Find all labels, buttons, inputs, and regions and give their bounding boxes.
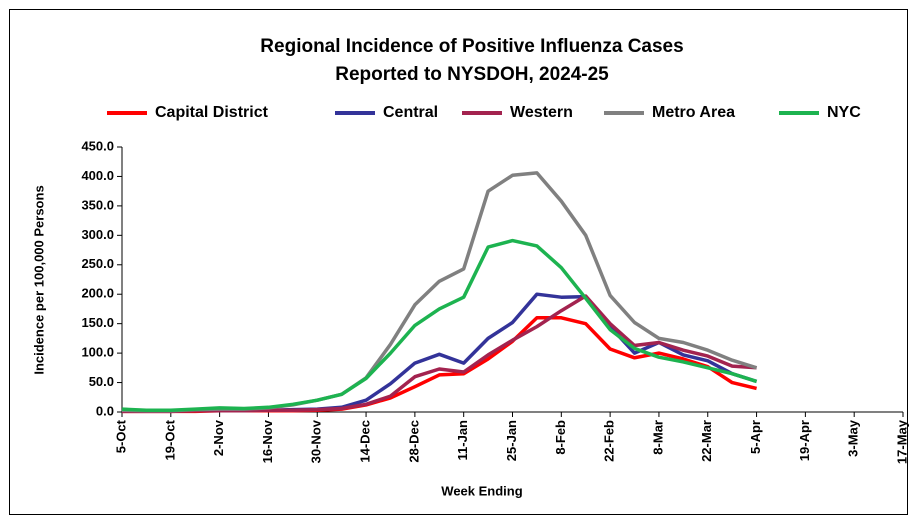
x-tick-label: 5-Oct <box>113 419 128 453</box>
y-tick-label: 100.0 <box>81 345 114 360</box>
legend-label: Capital District <box>155 104 269 121</box>
x-tick-label: 8-Feb <box>553 420 568 455</box>
y-tick-label: 300.0 <box>81 227 114 242</box>
x-tick-label: 19-Oct <box>162 419 177 460</box>
chart-frame <box>9 9 908 515</box>
legend-label: Western <box>510 104 573 121</box>
y-tick-label: 250.0 <box>81 256 114 271</box>
x-tick-label: 16-Nov <box>260 419 275 463</box>
y-tick-label: 0.0 <box>96 403 114 418</box>
legend-label: Metro Area <box>652 104 735 121</box>
chart-title: Reported to NYSDOH, 2024-25 <box>335 64 609 85</box>
x-tick-label: 17-May <box>894 419 909 464</box>
y-tick-label: 150.0 <box>81 315 114 330</box>
y-axis-label: Incidence per 100,000 Persons <box>31 185 46 374</box>
x-tick-label: 5-Apr <box>748 420 763 454</box>
y-tick-label: 50.0 <box>89 374 114 389</box>
x-tick-label: 8-Mar <box>650 420 665 455</box>
x-tick-label: 22-Feb <box>602 420 617 462</box>
x-tick-label: 3-May <box>846 419 861 457</box>
chart-title: Regional Incidence of Positive Influenza… <box>260 36 683 57</box>
x-tick-label: 25-Jan <box>504 420 519 461</box>
x-axis-label: Week Ending <box>441 483 522 498</box>
x-tick-label: 28-Dec <box>406 420 421 463</box>
y-tick-label: 450.0 <box>81 138 114 153</box>
x-tick-label: 19-Apr <box>797 420 812 461</box>
x-tick-label: 30-Nov <box>309 419 324 463</box>
series-line <box>121 238 758 412</box>
x-tick-label: 22-Mar <box>699 420 714 462</box>
x-tick-label: 11-Jan <box>455 420 470 461</box>
x-tick-label: 14-Dec <box>358 420 373 463</box>
y-tick-label: 350.0 <box>81 197 114 212</box>
y-tick-label: 200.0 <box>81 286 114 301</box>
legend-label: Central <box>383 104 438 121</box>
y-tick-label: 400.0 <box>81 168 114 183</box>
legend-label: NYC <box>827 104 861 121</box>
x-tick-label: 2-Nov <box>211 419 226 456</box>
